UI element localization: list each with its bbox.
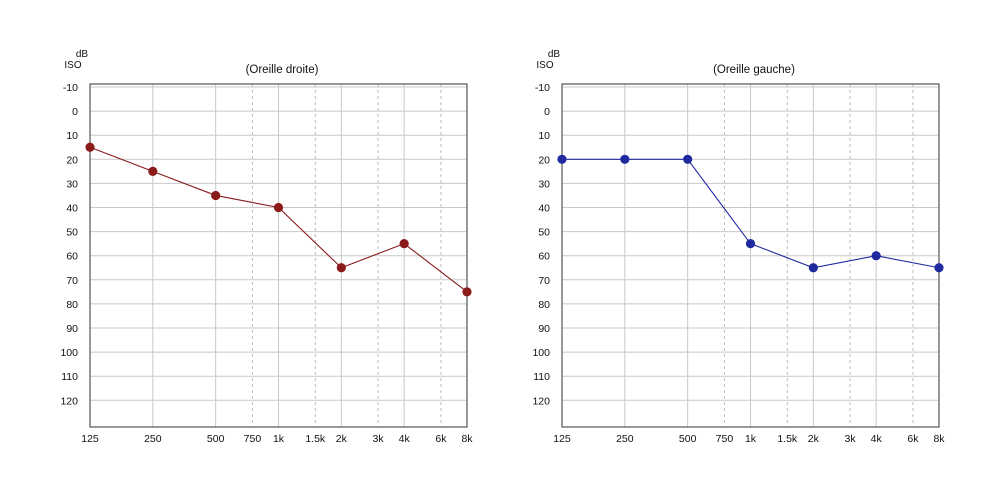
x-tick-label: 750 xyxy=(716,433,734,445)
y-tick-label: 80 xyxy=(538,299,550,311)
data-point xyxy=(85,142,95,152)
data-point xyxy=(336,263,346,273)
plot-frame xyxy=(89,83,468,428)
x-tick-label: 2k xyxy=(336,433,348,445)
data-point xyxy=(683,154,693,164)
x-tick-label: 250 xyxy=(144,433,162,445)
y-tick-label: 30 xyxy=(538,178,550,190)
y-tick-label: 110 xyxy=(61,371,78,383)
y-tick-label: 20 xyxy=(66,154,78,166)
y-tick-label: 110 xyxy=(533,371,550,383)
data-point xyxy=(620,154,630,164)
data-point xyxy=(557,154,567,164)
y-tick-label: 70 xyxy=(538,275,550,287)
y-unit-label-iso: ISO xyxy=(64,60,81,71)
y-tick-label: 50 xyxy=(66,227,78,239)
y-tick-label: 50 xyxy=(538,227,550,239)
y-tick-label: 60 xyxy=(66,251,78,263)
x-tick-label: 2k xyxy=(808,433,820,445)
y-tick-label: 0 xyxy=(544,106,550,118)
x-tick-label: 4k xyxy=(399,433,411,445)
audiogram-right-ear: -10 0 10 20 30 40 50 60 70 80 90 100 110 120 125 250 50… xyxy=(60,49,473,445)
data-point xyxy=(462,287,472,297)
x-tick-label: 3k xyxy=(373,433,385,445)
y-tick-label: 90 xyxy=(538,323,550,335)
y-unit-label-db: dB xyxy=(548,49,561,60)
y-tick-label: 100 xyxy=(532,347,550,359)
x-tick-label: 250 xyxy=(616,433,634,445)
y-tick-label: 40 xyxy=(66,203,78,215)
chart-title: (Oreille droite) xyxy=(246,64,319,76)
data-point xyxy=(745,239,756,249)
y-tick-label: 0 xyxy=(72,106,78,118)
x-tick-label: 8k xyxy=(461,433,473,445)
y-tick-label: 120 xyxy=(532,395,550,407)
y-tick-label: 90 xyxy=(66,323,78,335)
x-tick-label: 6k xyxy=(435,433,447,445)
x-tick-label: 1k xyxy=(745,433,757,445)
x-tick-label: 750 xyxy=(244,433,262,445)
audiogram-left-ear: -10 0 10 20 30 40 50 60 70 80 90 100 110 120 125 250 50… xyxy=(532,49,945,445)
x-tick-label: 3k xyxy=(845,433,857,445)
y-tick-label: 30 xyxy=(66,178,78,190)
data-point xyxy=(273,202,284,213)
data-point xyxy=(399,239,409,249)
y-tick-label: 10 xyxy=(538,130,550,142)
x-tick-label: 6k xyxy=(907,433,919,445)
y-tick-label: 120 xyxy=(60,395,78,407)
y-tick-label: 10 xyxy=(66,130,78,142)
y-tick-label: -10 xyxy=(535,82,550,94)
plot-frame xyxy=(561,83,940,428)
y-tick-label: 80 xyxy=(66,299,78,311)
y-tick-label: 40 xyxy=(538,203,550,215)
x-tick-label: 500 xyxy=(679,433,697,445)
y-unit-label-iso: ISO xyxy=(536,60,553,71)
x-tick-label: 1.5k xyxy=(777,433,798,445)
x-tick-label: 125 xyxy=(81,433,99,445)
x-tick-label: 8k xyxy=(933,433,945,445)
data-point xyxy=(871,251,881,261)
data-point xyxy=(934,263,944,273)
y-tick-label: 70 xyxy=(66,275,78,287)
chart-title: (Oreille gauche) xyxy=(713,64,795,76)
data-point xyxy=(211,190,221,201)
x-tick-label: 1k xyxy=(273,433,285,445)
data-point xyxy=(808,263,818,273)
y-tick-label: -10 xyxy=(63,82,78,94)
y-unit-label-db: dB xyxy=(76,49,89,60)
x-tick-label: 500 xyxy=(207,433,225,445)
x-tick-label: 4k xyxy=(871,433,883,445)
y-tick-label: 100 xyxy=(60,347,78,359)
data-point xyxy=(148,166,158,176)
x-tick-label: 125 xyxy=(553,433,571,445)
y-tick-label: 20 xyxy=(538,154,550,166)
x-tick-label: 1.5k xyxy=(305,433,326,445)
y-tick-label: 60 xyxy=(538,251,550,263)
